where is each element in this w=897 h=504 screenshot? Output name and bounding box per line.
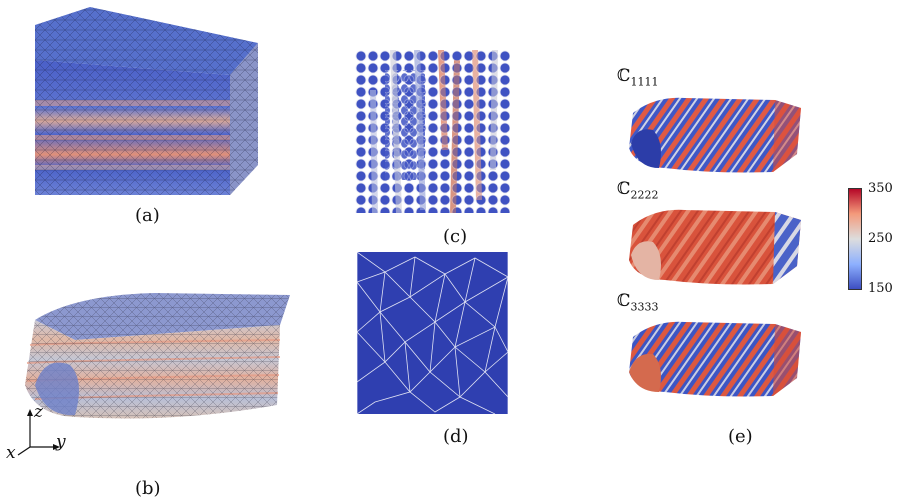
caption-a: (a) — [135, 205, 160, 226]
modulus-label-1111: ℂ1111 — [617, 66, 659, 88]
axis-label-y: y — [56, 432, 66, 452]
modulus-sub-1111: 1111 — [630, 75, 659, 89]
modulus-symbol-1111: ℂ — [617, 66, 631, 86]
axis-label-x: x — [6, 443, 16, 463]
modulus-symbol-2222: ℂ — [617, 179, 631, 199]
colorbar — [848, 188, 862, 290]
colorbar-mid-label: 250 — [868, 231, 893, 246]
axis-triad — [8, 405, 78, 463]
caption-b: (b) — [135, 478, 161, 499]
axis-label-z: z — [34, 402, 43, 422]
panel-d-triangle-mesh — [355, 252, 510, 414]
panel-b-mesh-tube — [15, 285, 295, 425]
colorbar-max-label: 350 — [868, 181, 893, 196]
caption-e: (e) — [728, 426, 753, 447]
modulus-symbol-3333: ℂ — [617, 291, 631, 311]
panel-c-grain-section — [355, 50, 510, 213]
caption-d: (d) — [443, 426, 469, 447]
caption-c: (c) — [443, 226, 468, 247]
modulus-label-3333: ℂ3333 — [617, 291, 659, 313]
block-c3333 — [625, 312, 803, 400]
colorbar-min-label: 150 — [868, 281, 893, 296]
modulus-label-2222: ℂ2222 — [617, 179, 659, 201]
modulus-sub-3333: 3333 — [630, 300, 659, 314]
modulus-sub-2222: 2222 — [630, 188, 659, 202]
block-c1111 — [625, 88, 803, 176]
panel-a-mesh-block — [30, 5, 262, 200]
block-c2222 — [625, 200, 803, 288]
